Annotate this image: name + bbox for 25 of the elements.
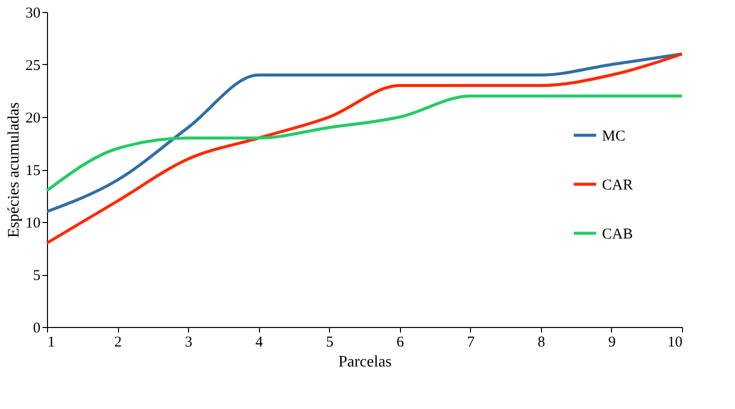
line-series <box>46 94 684 192</box>
y-axis-title: Espécies acumuladas <box>6 102 22 238</box>
x-tick-label: 1 <box>48 334 55 350</box>
x-tick-label: 5 <box>326 334 334 350</box>
legend-label: CAR <box>602 177 633 194</box>
y-tick-label: 5 <box>33 268 40 284</box>
y-tick-label: 0 <box>33 320 40 336</box>
x-tick-label: 9 <box>608 334 616 350</box>
legend-label: CAB <box>602 226 633 242</box>
y-tick-label: 15 <box>26 163 40 179</box>
y-tick-label: 10 <box>26 216 40 232</box>
x-tick-label: 10 <box>668 334 682 350</box>
x-tick-label: 8 <box>538 334 546 350</box>
legend-label: MC <box>602 128 626 144</box>
x-tick-label: 7 <box>467 334 476 350</box>
x-axis-title: Parcelas <box>338 354 392 370</box>
x-tick-label: 4 <box>255 334 264 350</box>
x-tick-label: 6 <box>396 334 405 350</box>
x-tick-label: 3 <box>184 334 192 350</box>
y-tick-label: 30 <box>26 6 40 22</box>
y-tick-label: 20 <box>26 110 40 126</box>
line-series <box>46 52 684 244</box>
line-series <box>46 52 684 213</box>
x-tick-label: 2 <box>114 334 122 350</box>
y-tick-label: 25 <box>26 58 40 74</box>
